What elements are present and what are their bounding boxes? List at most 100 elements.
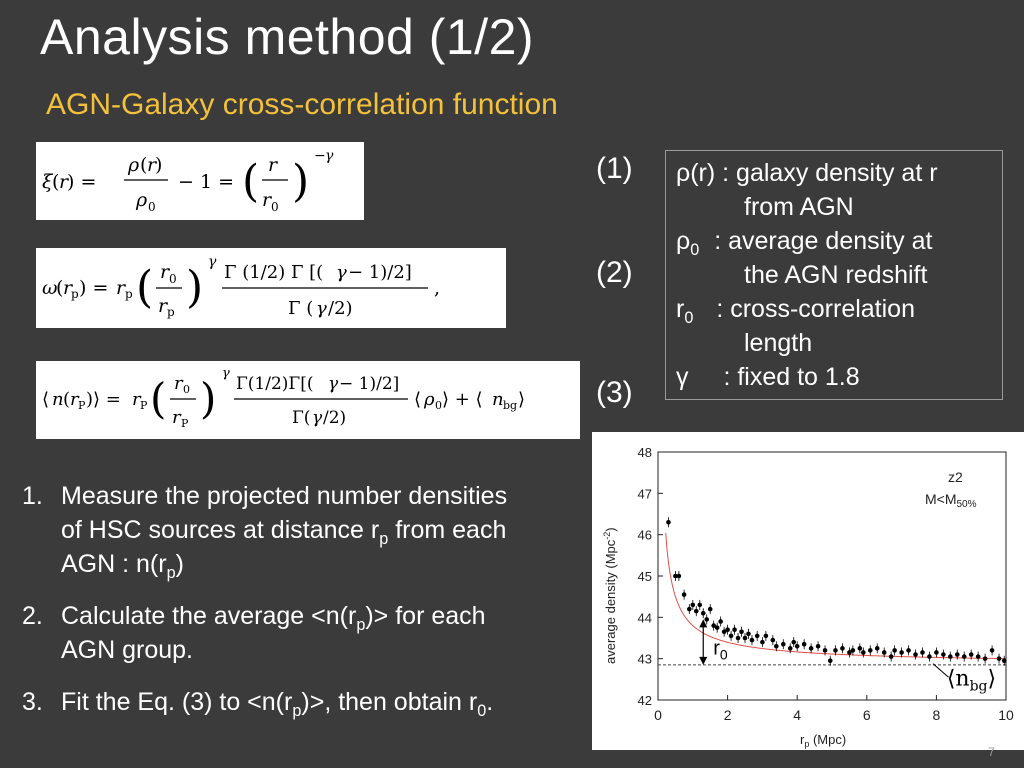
svg-text:0: 0 (148, 200, 156, 214)
data-point (693, 608, 699, 614)
svg-text:n: n (492, 389, 504, 410)
data-point (749, 637, 755, 643)
data-point (721, 629, 727, 635)
legend-r0-line: r0 : cross-correlation (676, 295, 915, 327)
data-point (913, 652, 918, 657)
svg-text:(: ( (242, 156, 259, 207)
data-point (742, 635, 748, 641)
svg-text:⟩ + ⟨: ⟩ + ⟨ (442, 389, 483, 410)
svg-text:γ: γ (222, 366, 230, 381)
data-point (827, 658, 833, 664)
data-point (975, 654, 981, 659)
data-point (681, 592, 687, 597)
equation-3-formula: ⟨ n ( r P )⟩ = r P ( r 0 r P ) γ Γ(1/2)Γ… (42, 366, 525, 430)
x-tick-label: 0 (654, 707, 662, 723)
data-point (754, 633, 760, 639)
page-subtitle: AGN-Galaxy cross-correlation function (46, 88, 558, 121)
svg-text:− 1 =: − 1 = (178, 171, 234, 193)
data-point (700, 610, 706, 616)
svg-text:γ: γ (325, 148, 334, 164)
x-tick-label: 10 (998, 707, 1014, 723)
data-point (711, 623, 716, 628)
data-point (927, 654, 932, 659)
data-point (861, 650, 866, 655)
svg-text:n: n (52, 389, 64, 410)
data-point (833, 648, 838, 653)
svg-text:ρ: ρ (127, 154, 140, 176)
y-tick-label: 48 (638, 445, 652, 460)
svg-text:(: ( (136, 262, 153, 313)
data-point (770, 637, 776, 643)
svg-text:r: r (147, 154, 158, 176)
legend-r0-line-2: length (744, 329, 813, 357)
svg-text:)⟩ =: )⟩ = (86, 389, 121, 410)
step-2: 2. Calculate the average <n(rp)> for eac… (22, 602, 486, 664)
equation-1-number: (1) (596, 152, 633, 185)
data-point (666, 519, 671, 525)
svg-text:−: − (314, 148, 326, 164)
equation-3-image: ⟨ n ( r P )⟩ = r P ( r 0 r P ) γ Γ(1/2)Γ… (36, 361, 580, 439)
svg-text:ξ: ξ (42, 171, 54, 193)
data-point (673, 573, 678, 579)
y-tick-label: 47 (638, 486, 652, 501)
svg-text:P: P (78, 399, 86, 412)
data-point (801, 641, 807, 647)
data-point (732, 627, 737, 633)
legend-gamma-line: γ : fixed to 1.8 (676, 363, 860, 391)
y-tick-label: 44 (638, 610, 652, 625)
r0-arrow (699, 619, 708, 665)
data-point (676, 573, 682, 579)
y-tick-label: 42 (638, 693, 652, 708)
step-3: 3. Fit the Eq. (3) to <n(rp)>, then obta… (22, 688, 494, 720)
data-point (867, 648, 873, 653)
svg-text:Γ(1/2)Γ[(: Γ(1/2)Γ[( (236, 374, 313, 394)
y-tick-label: 43 (638, 652, 652, 667)
svg-text:): ) (200, 374, 216, 423)
data-point (735, 635, 741, 641)
r0-symbol: r (676, 295, 685, 323)
data-point (787, 646, 793, 651)
svg-text:⟨: ⟨ (42, 389, 49, 410)
equation-1-image: ξ ( r ) = ρ ( r ) ρ 0 − 1 = ( r r 0 ) − … (36, 142, 364, 220)
svg-text:/2): /2) (323, 408, 346, 428)
r0-label: r0 (713, 637, 728, 662)
data-point (888, 654, 894, 659)
data-point (697, 602, 703, 608)
svg-text:(: ( (52, 171, 59, 193)
page-title: Analysis method (1/2) (40, 9, 535, 65)
svg-text:) =: ) = (67, 171, 96, 193)
x-tick-label: 6 (863, 707, 871, 723)
svg-text:ρ: ρ (423, 389, 435, 410)
svg-text:Γ(: Γ( (292, 408, 310, 428)
data-point (850, 648, 856, 653)
plot-frame (657, 451, 1007, 701)
data-point (968, 652, 974, 657)
data-point (760, 639, 765, 645)
equation-2-number: (2) (596, 256, 633, 289)
step-1: 1. Measure the projected number densitie… (22, 482, 508, 582)
data-point (739, 629, 744, 635)
svg-text:γ: γ (336, 262, 347, 283)
data-point (857, 646, 863, 651)
svg-text:r: r (158, 295, 169, 317)
rho0-symbol: ρ (676, 227, 691, 255)
svg-text:bg: bg (503, 399, 517, 412)
svg-text:): ) (155, 154, 162, 176)
svg-text:γ: γ (316, 298, 327, 319)
group-label: z2 (948, 469, 963, 485)
data-point (996, 656, 1002, 661)
svg-text:p: p (167, 305, 175, 319)
svg-text:⟩: ⟩ (518, 389, 525, 410)
svg-text:ρ: ρ (135, 189, 148, 211)
svg-text:(: ( (63, 389, 70, 410)
svg-text:(: ( (140, 154, 147, 176)
data-point (920, 650, 925, 655)
symbol-definitions-box: ρ(r) : galaxy density at r from AGN ρ0 :… (665, 150, 1003, 400)
data-point (687, 606, 692, 612)
svg-text:⟨: ⟨ (414, 389, 421, 410)
data-point (906, 648, 911, 653)
svg-text:r: r (63, 277, 74, 299)
svg-text:r: r (262, 189, 273, 211)
svg-text:0: 0 (271, 200, 279, 214)
